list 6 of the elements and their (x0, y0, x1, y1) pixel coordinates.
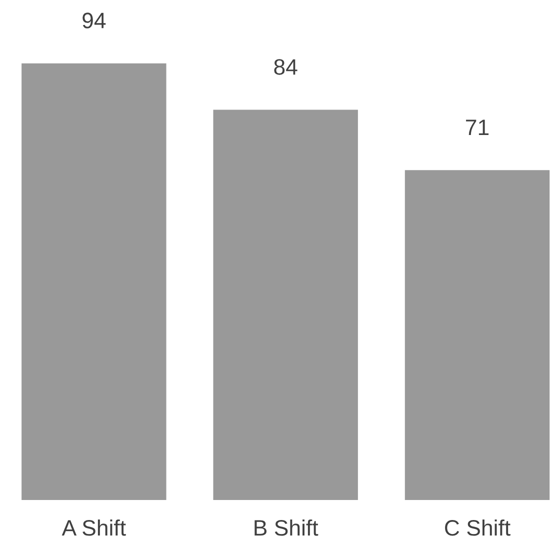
x-tick-label: C Shift (445, 519, 510, 536)
data-label: 71 (466, 120, 489, 135)
x-tick-label: B Shift (254, 519, 318, 536)
data-label: 94 (82, 12, 106, 28)
data-label: 84 (274, 59, 298, 75)
x-tick-label: A Shift (62, 519, 126, 536)
